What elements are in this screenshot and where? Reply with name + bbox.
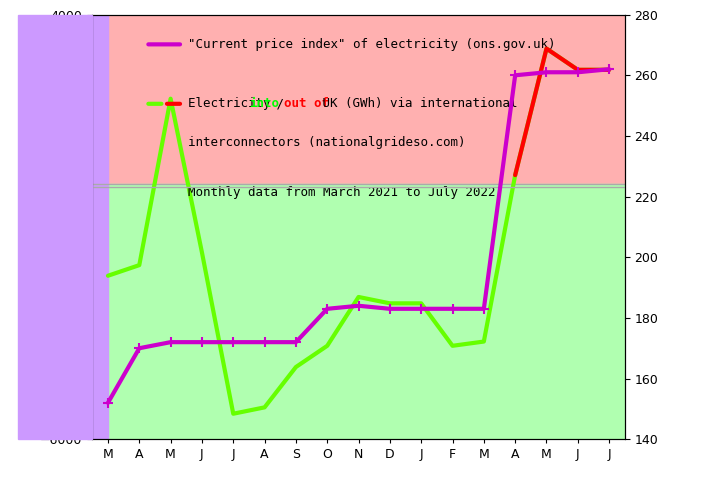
- Text: Monthly data from March 2021 to July 2022.: Monthly data from March 2021 to July 202…: [188, 186, 503, 200]
- Bar: [92, 15, 108, 439]
- Bar: [92, 184, 625, 439]
- Text: into: into: [249, 97, 279, 110]
- Text: interconnectors (nationalgrideso.com): interconnectors (nationalgrideso.com): [188, 136, 466, 148]
- Text: out of: out of: [284, 97, 329, 110]
- Text: UK (GWh) via international: UK (GWh) via international: [315, 97, 517, 110]
- Bar: [92, 15, 625, 184]
- Text: Electricity: Electricity: [188, 97, 278, 110]
- Text: "Current price index" of electricity (ons.gov.uk): "Current price index" of electricity (on…: [188, 38, 556, 51]
- Text: /: /: [269, 97, 292, 110]
